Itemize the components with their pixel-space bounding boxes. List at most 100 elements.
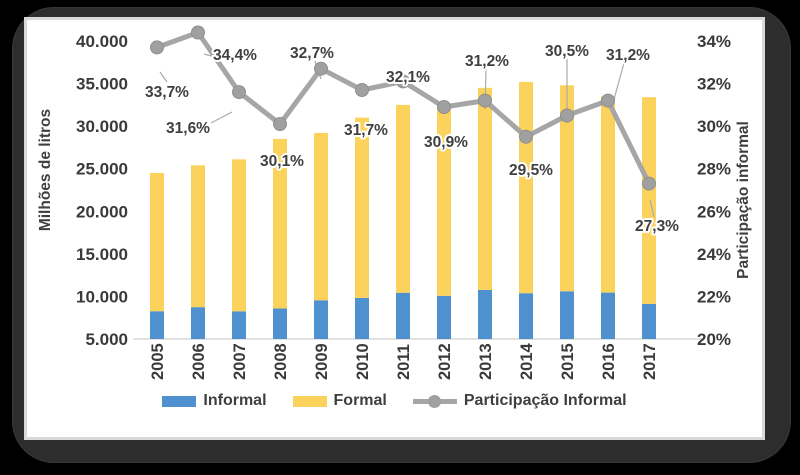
bar-informal-2010[interactable] [355,297,369,339]
right-axis-tick: 32% [697,75,731,94]
bar-formal-2011[interactable] [396,104,410,293]
marker-2013[interactable] [478,93,492,108]
chart-panel: 5.000 10.000 15.000 20.000 25.000 30.000 35.00… [24,17,765,440]
year-label-2005: 2005 [149,343,167,380]
right-axis-tick: 34% [697,32,731,51]
bar-informal-2014[interactable] [519,293,533,339]
year-label-2012: 2012 [436,343,454,380]
point-label-2015: 30,5% [545,43,589,60]
point-label-2011: 32,1% [386,69,430,86]
marker-2015[interactable] [560,108,574,123]
right-axis-tick: 22% [697,287,731,306]
right-axis-title: Participação informal [735,121,752,279]
marker-2008[interactable] [273,117,287,131]
point-label-2007: 31,6% [166,120,210,137]
bar-formal-2009[interactable] [314,132,328,301]
label-leader-2005 [159,71,168,83]
point-label-2013: 31,2% [465,53,509,70]
year-label-2017: 2017 [641,343,659,380]
bar-formal-2013[interactable] [478,87,492,290]
bar-informal-2009[interactable] [314,300,328,339]
bar-informal-2005[interactable] [150,311,164,339]
marker-2016[interactable] [601,93,615,108]
bar-formal-2006[interactable] [191,165,205,308]
chart-legend: Informal Formal Participação Informal [27,392,762,410]
left-axis-tick: 25.000 [76,160,128,179]
left-axis-title: Milhões de litros [37,108,54,232]
photo-frame: 5.000 10.000 15.000 20.000 25.000 30.000 35.00… [12,7,791,463]
bar-formal-2005[interactable] [150,172,164,312]
point-label-2008: 30,1% [260,153,304,170]
year-label-2007: 2007 [231,343,249,380]
bar-formal-2012[interactable] [437,104,451,296]
bar-informal-2017[interactable] [642,303,656,339]
label-leader-2007 [210,111,233,124]
year-label-2010: 2010 [354,343,372,380]
left-axis-tick: 15.000 [76,245,128,264]
left-axis-tick: 40.000 [76,32,128,51]
point-label-2014: 29,5% [509,162,553,179]
marker-2014[interactable] [519,129,533,144]
legend-label-participacao: Participação Informal [463,392,627,409]
bar-formal-2015[interactable] [560,85,574,292]
point-label-2016: 31,2% [606,47,650,64]
bar-informal-2011[interactable] [396,292,410,339]
right-axis-tick: 28% [697,160,731,179]
bar-informal-2012[interactable] [437,295,451,339]
year-label-2008: 2008 [272,343,290,380]
left-axis-tick: 5.000 [85,330,128,349]
point-label-2012: 30,9% [424,134,468,151]
left-axis-tick: 35.000 [76,75,128,94]
combo-chart: 5.000 10.000 15.000 20.000 25.000 30.000 35.00… [76,25,731,380]
legend-label-informal: Informal [203,392,267,409]
marker-2005[interactable] [150,40,164,55]
informal-swatch-icon [162,395,197,407]
marker-2010[interactable] [355,83,369,97]
right-axis-tick: 24% [697,245,731,264]
marker-2007[interactable] [232,85,246,100]
year-label-2009: 2009 [313,343,331,380]
bar-formal-2008[interactable] [273,138,287,309]
label-leader-2006 [203,53,220,59]
left-axis-tick: 20.000 [76,202,128,221]
point-label-2009: 32,7% [290,45,334,62]
bar-informal-2007[interactable] [232,311,246,339]
bar-informal-2016[interactable] [601,292,615,339]
marker-2017[interactable] [642,176,656,191]
year-label-2015: 2015 [559,343,577,380]
bar-formal-2016[interactable] [601,96,615,293]
marker-2009[interactable] [314,61,328,76]
year-label-2013: 2013 [477,343,495,380]
legend-item-formal[interactable]: Formal [292,392,387,410]
year-label-2011: 2011 [395,344,413,380]
left-axis-tick: 10.000 [76,287,128,306]
bar-informal-2015[interactable] [560,291,574,339]
right-axis-tick: 30% [697,117,731,136]
bar-informal-2006[interactable] [191,307,205,339]
formal-swatch-icon [292,395,327,407]
point-label-2010: 31,7% [344,122,388,139]
legend-item-participacao[interactable]: Participação Informal [412,392,627,410]
bar-formal-2007[interactable] [232,159,246,312]
bar-informal-2013[interactable] [478,289,492,339]
year-label-2016: 2016 [600,343,618,380]
marker-2011[interactable] [396,74,410,89]
year-label-2014: 2014 [518,342,536,380]
marker-2012[interactable] [437,100,451,114]
bar-informal-2008[interactable] [273,308,287,339]
label-leader-2017 [649,199,655,218]
line-marker-swatch-icon [412,394,457,408]
bar-formal-2017[interactable] [642,97,656,304]
right-axis-tick: 20% [697,330,731,349]
point-label-2006: 34,4% [213,47,257,64]
legend-label-formal: Formal [333,392,387,409]
bar-formal-2010[interactable] [355,117,369,298]
legend-item-informal[interactable]: Informal [162,392,267,410]
marker-2006[interactable] [191,25,205,40]
year-label-2006: 2006 [190,343,208,380]
bar-formal-2014[interactable] [519,81,533,294]
left-axis-tick: 30.000 [76,117,128,136]
right-axis-tick: 26% [697,202,731,221]
point-label-2017: 27,3% [635,218,679,235]
